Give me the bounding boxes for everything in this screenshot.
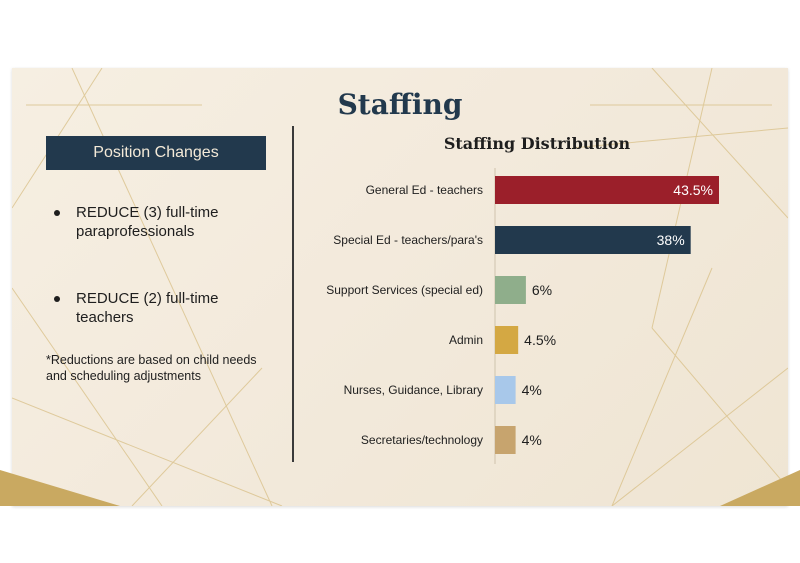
category-label: Special Ed - teachers/para's — [333, 233, 483, 247]
bar — [495, 376, 516, 404]
data-label: 38% — [657, 232, 685, 248]
bar — [495, 426, 516, 454]
bar — [495, 276, 526, 304]
slide-title: Staffing — [337, 88, 463, 121]
data-label: 4% — [522, 382, 542, 398]
bullet-dot-icon — [54, 210, 60, 216]
position-changes-list: REDUCE (3) full-time paraprofessionals R… — [50, 203, 270, 375]
category-label: General Ed - teachers — [366, 183, 483, 197]
bar — [495, 226, 691, 254]
position-changes-box: Position Changes — [46, 136, 266, 170]
chart-title: Staffing Distribution — [443, 134, 631, 153]
staffing-distribution-chart: General Ed - teachers 43.5% Special Ed - t… — [326, 168, 719, 464]
reductions-footnote: *Reductions are based on child needs and… — [46, 353, 257, 383]
category-label: Support Services (special ed) — [326, 283, 483, 297]
data-label: 6% — [532, 282, 552, 298]
slide: Staffing Position Changes REDUCE (3) ful… — [12, 68, 788, 506]
bar — [495, 176, 719, 204]
bullet-dot-icon — [54, 296, 60, 302]
data-label: 43.5% — [673, 182, 713, 198]
vertical-divider — [292, 126, 294, 462]
data-label: 4% — [522, 432, 542, 448]
bullet-text: REDUCE (2) full-time teachers — [76, 290, 219, 326]
list-item: REDUCE (3) full-time paraprofessionals — [50, 203, 270, 241]
bar — [495, 326, 519, 354]
position-changes-label: Position Changes — [93, 144, 219, 161]
data-label: 4.5% — [524, 332, 556, 348]
bullet-text: REDUCE (3) full-time paraprofessionals — [76, 204, 219, 240]
category-label: Nurses, Guidance, Library — [344, 383, 483, 397]
list-item: REDUCE (2) full-time teachers — [50, 289, 270, 327]
category-label: Secretaries/technology — [361, 433, 483, 447]
category-label: Admin — [449, 333, 483, 347]
